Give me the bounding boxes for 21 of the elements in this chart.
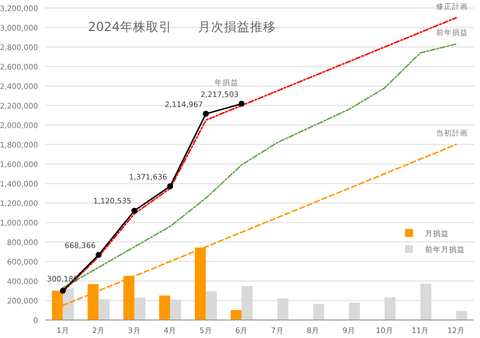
bar <box>230 310 242 320</box>
bar <box>62 288 74 320</box>
point <box>60 288 66 294</box>
bar <box>313 304 324 320</box>
point <box>131 208 138 214</box>
bar <box>242 286 253 320</box>
bar <box>170 300 182 320</box>
bar <box>384 297 396 320</box>
text: 2024年株取引 月次損益推移 <box>88 19 276 34</box>
bar <box>348 302 360 320</box>
bar <box>277 298 288 320</box>
point <box>238 100 245 107</box>
bar <box>98 299 110 320</box>
bar <box>134 298 146 320</box>
point <box>96 252 102 258</box>
bar <box>420 284 432 320</box>
bar <box>206 291 217 320</box>
point <box>202 110 209 117</box>
bar <box>159 296 170 320</box>
bar <box>456 311 468 320</box>
point <box>167 183 174 190</box>
